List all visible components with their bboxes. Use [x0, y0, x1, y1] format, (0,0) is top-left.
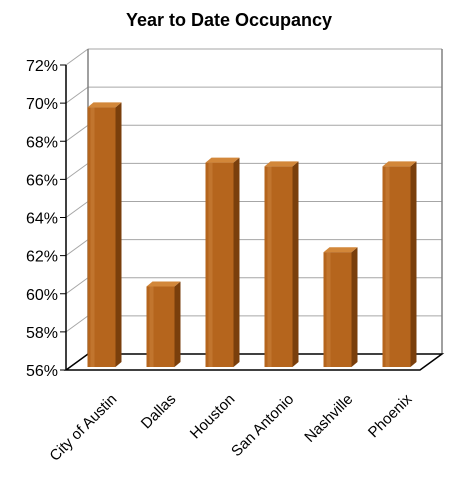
side-wall-gridline	[65, 277, 89, 295]
bar	[146, 281, 181, 367]
bar-highlight	[149, 286, 154, 367]
side-wall-gridline	[65, 315, 89, 333]
side-wall-gridline	[65, 48, 89, 66]
bar-top	[323, 247, 358, 253]
y-tick-label: 68%	[26, 134, 58, 151]
y-tick-labels: 56% 58% 60% 62% 64% 66% 68% 70% 72%	[26, 58, 58, 380]
x-category-label: Houston	[187, 391, 239, 443]
y-tick-label: 60%	[26, 287, 58, 304]
bar	[382, 161, 417, 367]
bar-top	[205, 157, 240, 163]
bar-highlight	[90, 107, 95, 367]
bar	[323, 247, 358, 367]
bar-top	[146, 281, 181, 287]
y-tick-label: 56%	[26, 363, 58, 380]
floor	[63, 353, 445, 371]
side-wall-gridline	[65, 201, 89, 218]
x-category-label: Dallas	[138, 391, 179, 432]
bar	[264, 161, 299, 367]
bar-side	[233, 157, 240, 367]
bar-highlight	[385, 166, 390, 367]
bar-side	[115, 102, 122, 367]
bar-top	[264, 161, 299, 167]
bar	[205, 157, 240, 367]
side-wall-gridline	[65, 162, 89, 180]
y-tick-label: 62%	[26, 249, 58, 266]
y-tick-label: 64%	[26, 211, 58, 228]
bar-top	[87, 102, 122, 108]
side-wall-gridline	[65, 124, 89, 142]
x-category-label: Nashville	[301, 391, 356, 446]
bar-highlight	[208, 162, 213, 367]
x-category-label: Phoenix	[365, 390, 416, 441]
y-tick-label: 66%	[26, 172, 58, 189]
x-category-label: San Antonio	[228, 391, 297, 460]
x-category-label: City of Austin	[46, 391, 120, 465]
bar-side	[292, 161, 299, 367]
bars-layer	[87, 102, 417, 367]
bar-highlight	[267, 166, 272, 367]
bar-side	[174, 281, 181, 367]
bar-top	[382, 161, 417, 167]
y-tick-label: 70%	[26, 96, 58, 113]
bar	[87, 102, 122, 367]
bar-side	[410, 161, 417, 367]
y-tick-label: 58%	[26, 325, 58, 342]
side-wall-gridline	[65, 86, 89, 104]
side-wall-gridline	[65, 239, 89, 257]
bar-highlight	[326, 252, 331, 367]
y-tick-label: 72%	[26, 58, 58, 75]
bar-side	[351, 247, 358, 367]
chart-title: Year to Date Occupancy	[125, 10, 333, 30]
